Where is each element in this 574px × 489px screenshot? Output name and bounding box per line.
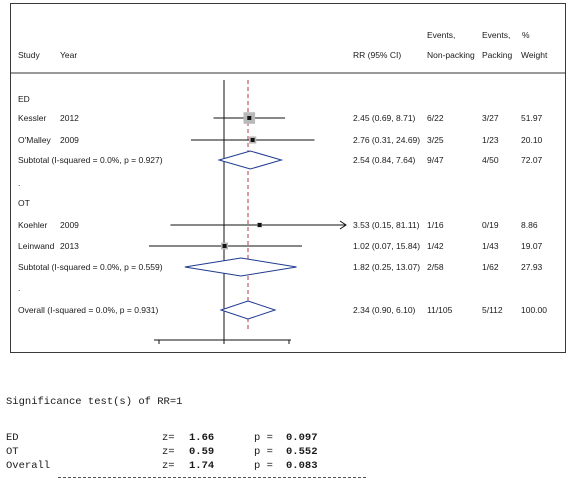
sig-row-label: ED — [6, 432, 19, 444]
events-nonpacking: 2/58 — [427, 262, 444, 272]
events-nonpacking: 11/105 — [427, 305, 453, 315]
events-packing: 1/62 — [482, 262, 499, 272]
header-events-np-sub: Non-packing — [427, 50, 475, 60]
sig-p-value: 0.097 — [286, 432, 318, 444]
significance-title: Significance test(s) of RR=1 — [6, 396, 183, 408]
pooled-diamond — [184, 257, 297, 277]
sig-z-value: 0.59 — [189, 446, 215, 458]
header-study: Study — [18, 50, 40, 60]
point-estimate — [257, 223, 262, 227]
events-packing: 1/23 — [482, 135, 499, 145]
subgroup-label: OT — [18, 198, 30, 208]
study-name: Kessler — [18, 113, 47, 123]
sig-p-value: 0.083 — [286, 460, 318, 472]
rr-ci-text: 2.45 (0.69, 8.71) — [353, 113, 416, 123]
spacer-dot: . — [18, 283, 20, 293]
events-packing: 3/27 — [482, 113, 499, 123]
sig-p-label: p = — [254, 446, 273, 458]
header-events-np: Events, — [427, 30, 455, 40]
subgroup-label: ED — [18, 94, 30, 104]
sig-p-label: p = — [254, 460, 273, 472]
study-year: 2009 — [60, 220, 79, 230]
events-packing: 4/50 — [482, 155, 499, 165]
events-packing: 0/19 — [482, 220, 499, 230]
sig-z-value: 1.74 — [189, 460, 215, 472]
events-nonpacking: 3/25 — [427, 135, 444, 145]
sig-z-label: z= — [162, 446, 175, 458]
sig-z-value: 1.66 — [189, 432, 215, 444]
rr-ci-text: 1.02 (0.07, 15.84) — [353, 241, 420, 251]
overall-label: Overall (I-squared = 0.0%, p = 0.931) — [18, 305, 158, 315]
ci-arrow — [339, 220, 347, 230]
study-year: 2013 — [60, 241, 79, 251]
spacer-dot: . — [18, 178, 20, 188]
forest-plot: Study Year RR (95% CI) Events, Non-packing Ev… — [10, 30, 566, 344]
weight-value: 20.10 — [521, 135, 543, 145]
header-weight: % — [522, 30, 530, 40]
point-estimate — [222, 244, 227, 248]
header-rr: RR (95% CI) — [353, 50, 401, 60]
forest-plot-frame — [10, 3, 566, 353]
rr-ci-text: 2.34 (0.90, 6.10) — [353, 305, 416, 315]
weight-value: 19.07 — [521, 241, 543, 251]
events-packing: 1/43 — [482, 241, 499, 251]
sig-row-label: Overall — [6, 460, 51, 472]
study-name: Koehler — [18, 220, 47, 230]
pooled-diamond — [217, 150, 284, 170]
weight-value: 100.00 — [521, 305, 547, 315]
header-weight-sub: Weight — [521, 50, 548, 60]
rr-ci-text: 2.54 (0.84, 7.64) — [353, 155, 416, 165]
events-nonpacking: 9/47 — [427, 155, 444, 165]
rr-ci-text: 3.53 (0.15, 81.11) — [353, 220, 420, 230]
weight-value: 72.07 — [521, 155, 543, 165]
header-year: Year — [60, 50, 77, 60]
subtotal-label: Subtotal (I-squared = 0.0%, p = 0.927) — [18, 155, 163, 165]
events-nonpacking: 1/42 — [427, 241, 444, 251]
sig-row-label: OT — [6, 446, 19, 458]
point-estimate — [247, 116, 252, 120]
header-events-p: Events, — [482, 30, 510, 40]
header-events-p-sub: Packing — [482, 50, 513, 60]
weight-value: 51.97 — [521, 113, 543, 123]
study-year: 2009 — [60, 135, 79, 145]
pooled-diamond — [219, 300, 277, 320]
sig-z-label: z= — [162, 432, 175, 444]
sig-p-label: p = — [254, 432, 273, 444]
study-name: O'Malley — [18, 135, 52, 145]
events-nonpacking: 6/22 — [427, 113, 444, 123]
dashed-rule — [58, 477, 366, 478]
sig-z-label: z= — [162, 460, 175, 472]
study-name: Leinwand — [18, 241, 55, 251]
events-packing: 5/112 — [482, 305, 503, 315]
rr-ci-text: 2.76 (0.31, 24.69) — [353, 135, 420, 145]
subtotal-label: Subtotal (I-squared = 0.0%, p = 0.559) — [18, 262, 163, 272]
weight-value: 27.93 — [521, 262, 543, 272]
sig-p-value: 0.552 — [286, 446, 318, 458]
study-year: 2012 — [60, 113, 79, 123]
rr-ci-text: 1.82 (0.25, 13.07) — [353, 262, 420, 272]
point-estimate — [250, 138, 255, 142]
events-nonpacking: 1/16 — [427, 220, 444, 230]
weight-value: 8.86 — [521, 220, 538, 230]
